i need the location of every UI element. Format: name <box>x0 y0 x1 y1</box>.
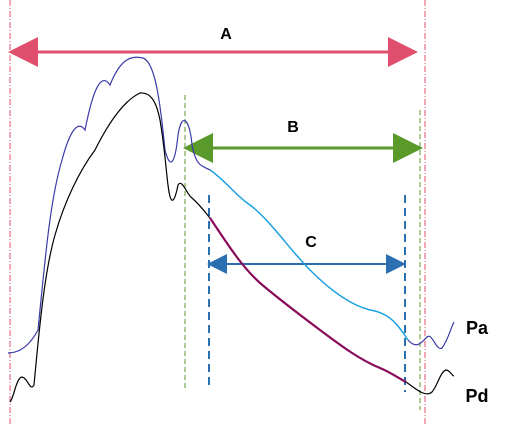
pd-curve-end <box>405 369 455 395</box>
pd-curve-systole <box>9 92 211 403</box>
pa-curve-systole <box>7 56 211 354</box>
interval-label: A <box>220 26 232 43</box>
pd-curve-diastole <box>209 217 407 383</box>
pa-curve-diastole <box>209 169 409 341</box>
curve-label: Pa <box>466 318 489 338</box>
interval-label: C <box>305 234 317 251</box>
curve-label: Pd <box>465 386 488 406</box>
interval-label: B <box>287 119 299 136</box>
pa-curve-end <box>407 321 455 349</box>
